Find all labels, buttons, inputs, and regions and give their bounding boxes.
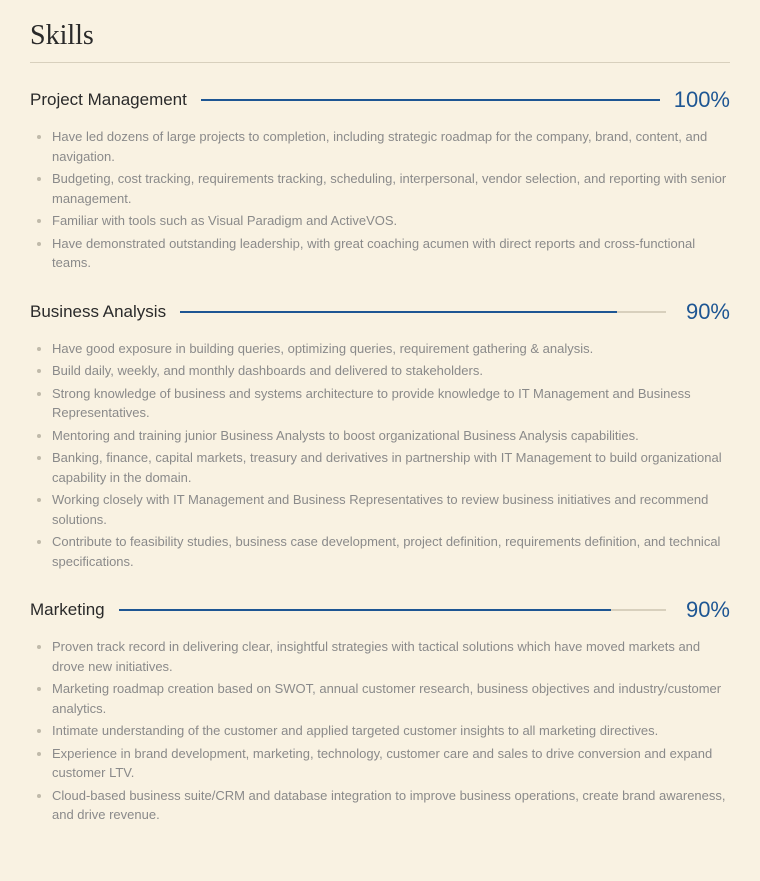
skill-name: Business Analysis (30, 302, 166, 322)
skill-bar-fill (119, 609, 612, 611)
section-title: Skills (30, 20, 730, 63)
skill-bullet-item: Strong knowledge of business and systems… (52, 384, 730, 423)
skill-bar-fill (201, 99, 660, 101)
skill-bullet-item: Working closely with IT Management and B… (52, 490, 730, 529)
skill-bullet-item: Build daily, weekly, and monthly dashboa… (52, 361, 730, 381)
skill-block: Marketing 90% Proven track record in deliv… (30, 597, 730, 825)
skill-bullet-item: Cloud-based business suite/CRM and datab… (52, 786, 730, 825)
skill-bullet-item: Contribute to feasibility studies, busin… (52, 532, 730, 571)
skill-name: Marketing (30, 600, 105, 620)
skill-bullet-item: Have good exposure in building queries, … (52, 339, 730, 359)
skill-header: Project Management 100% (30, 87, 730, 113)
skill-bullets: Proven track record in delivering clear,… (30, 637, 730, 825)
skills-container: Project Management 100% Have led dozens of… (30, 87, 730, 825)
skill-bar-track (119, 609, 666, 611)
skill-percent: 90% (680, 299, 730, 325)
skill-bullet-item: Intimate understanding of the customer a… (52, 721, 730, 741)
skill-bar-track (180, 311, 666, 313)
skill-bullet-item: Marketing roadmap creation based on SWOT… (52, 679, 730, 718)
skill-bullet-item: Budgeting, cost tracking, requirements t… (52, 169, 730, 208)
skill-block: Project Management 100% Have led dozens of… (30, 87, 730, 273)
skill-percent: 90% (680, 597, 730, 623)
skill-header: Business Analysis 90% (30, 299, 730, 325)
skill-bar-track (201, 99, 660, 101)
skill-header: Marketing 90% (30, 597, 730, 623)
skill-block: Business Analysis 90% Have good exposure i… (30, 299, 730, 572)
skill-percent: 100% (674, 87, 730, 113)
skill-bullet-item: Mentoring and training junior Business A… (52, 426, 730, 446)
skill-bullets: Have good exposure in building queries, … (30, 339, 730, 572)
skill-bullet-item: Experience in brand development, marketi… (52, 744, 730, 783)
skill-bullet-item: Have demonstrated outstanding leadership… (52, 234, 730, 273)
skill-bullets: Have led dozens of large projects to com… (30, 127, 730, 273)
skill-bullet-item: Familiar with tools such as Visual Parad… (52, 211, 730, 231)
skill-bar-fill (180, 311, 617, 313)
skill-name: Project Management (30, 90, 187, 110)
skill-bullet-item: Have led dozens of large projects to com… (52, 127, 730, 166)
skill-bullet-item: Proven track record in delivering clear,… (52, 637, 730, 676)
skill-bullet-item: Banking, finance, capital markets, treas… (52, 448, 730, 487)
